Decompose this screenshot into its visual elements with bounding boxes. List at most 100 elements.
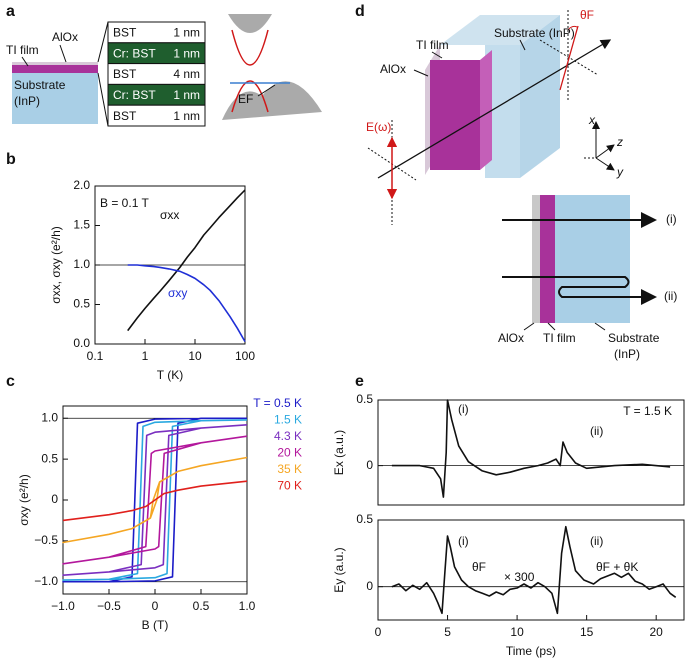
ti-film-edge [480,50,492,170]
layer-thickness: 1 nm [173,26,200,40]
leader [257,84,276,97]
y-tick-label: 0 [366,458,373,472]
label: EF [238,92,253,106]
y-tick-label: 0.5 [356,512,373,526]
legend-entry: 1.5 K [274,413,302,427]
leader [594,322,606,331]
annotation: (ii) [590,534,603,548]
x-tick-label: 15 [580,625,594,639]
leader [519,39,526,51]
label: Substrate (InP) [494,26,575,40]
dispersion [231,29,269,66]
x-tick-label: −1.0 [51,599,75,613]
y-tick-label: 2.0 [73,178,90,192]
ti-film [12,65,98,73]
label: TI film [416,38,449,52]
x-tick-label: 0 [375,625,382,639]
alox-layer [12,62,98,65]
layer-material: BST [113,26,137,40]
x-axis-label: B (T) [142,618,169,632]
series-line [62,435,248,565]
annotation: × 300 [504,570,535,584]
plot-frame [377,519,685,621]
layer [107,104,206,127]
layer-material: BST [113,67,137,81]
cube-front [485,45,520,178]
substrate [555,195,630,323]
beam [502,276,657,305]
x-tick-label: 1.0 [239,599,256,613]
y-axis-label: Ex (a.u.) [332,430,346,475]
annotation: (i) [458,534,469,548]
annotation: B = 0.1 T [100,196,149,210]
x-tick-label: 0.1 [87,349,104,363]
panel-d: θF E(ω) Substrate (InP) TI film AlOx x z… [366,8,677,361]
label: (InP) [14,94,40,108]
series-line [62,424,248,576]
alox-layer [532,195,540,323]
y-tick-label: 1.5 [73,218,90,232]
label: Substrate [608,331,660,345]
label: E(ω) [366,120,391,134]
layer-thickness: 4 nm [173,67,200,81]
label: TI film [543,331,576,345]
leader [431,51,443,59]
layer-thickness: 1 nm [173,109,200,123]
x-tick-label: 10 [188,349,202,363]
angle-arc [567,25,578,31]
label: x [588,113,596,127]
plot-frame [377,399,685,506]
leader [413,69,429,77]
axis-arrow [595,144,615,159]
series-line [62,456,248,544]
layer-material: BST [113,109,137,123]
annotation: T = 1.5 K [623,404,672,418]
x-tick-label: 5 [444,625,451,639]
y-tick-label: 0 [51,492,58,506]
layer-thickness: 1 nm [173,88,200,102]
ti-film [540,195,555,323]
beam [377,39,612,179]
y-tick-label: 0.0 [73,336,90,350]
connector [97,72,109,127]
annotation: σxx [160,208,179,222]
y-tick-label: 0 [366,579,373,593]
legend-entry: 4.3 K [274,429,302,443]
panel-label: d [355,3,365,20]
label: θF [580,8,594,22]
y-tick-label: −1.0 [34,574,58,588]
series-line [127,189,246,332]
y-tick-label: 0.5 [73,297,90,311]
panel-label: a [6,3,15,20]
layer-material: Cr: BST [113,46,156,60]
annotation: (ii) [590,424,603,438]
band [222,81,322,120]
leader [547,322,556,331]
label: (ii) [664,289,677,303]
y-tick-label: 0.5 [356,392,373,406]
x-tick-label: −0.5 [97,599,121,613]
y-axis-label: σxy (e²/h) [17,474,31,525]
cube-side [520,15,560,178]
label: AlOx [380,62,406,76]
legend-entry: 35 K [277,462,302,476]
x-tick-label: 0 [152,599,159,613]
panel-a: TI film AlOx Substrate (InP) BST 1 nm Cr: … [6,14,322,127]
label: Substrate [14,78,66,92]
ti-film-face [430,60,480,170]
leader [21,56,29,67]
leader [59,44,67,63]
y-axis-label: Ey (a.u.) [332,547,346,592]
x-tick-label: 0.5 [193,599,210,613]
annotation: σxy [168,286,187,300]
annotation: θF [472,560,486,574]
connector [97,21,109,63]
y-axis-label: σxx, σxy (e²/h) [49,226,63,303]
legend-entry: 20 K [277,446,302,460]
label: y [616,165,624,179]
rotated-polarization [559,25,579,91]
x-tick-label: 100 [235,349,255,363]
label: z [616,135,623,149]
axis-arrow [595,157,615,171]
